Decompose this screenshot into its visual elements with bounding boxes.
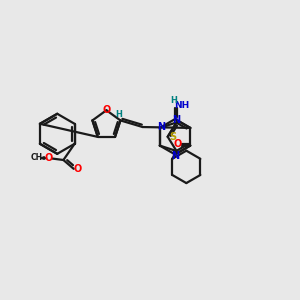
- Text: H: H: [170, 96, 177, 105]
- Text: S: S: [169, 132, 177, 142]
- Text: CH₃: CH₃: [31, 154, 46, 163]
- Text: O: O: [74, 164, 82, 174]
- Text: H: H: [116, 110, 122, 119]
- Text: O: O: [102, 105, 110, 115]
- Text: NH: NH: [174, 101, 189, 110]
- Text: O: O: [173, 140, 182, 149]
- Text: N: N: [157, 122, 165, 132]
- Text: N: N: [171, 151, 179, 160]
- Text: O: O: [45, 153, 53, 163]
- Text: N: N: [172, 115, 180, 124]
